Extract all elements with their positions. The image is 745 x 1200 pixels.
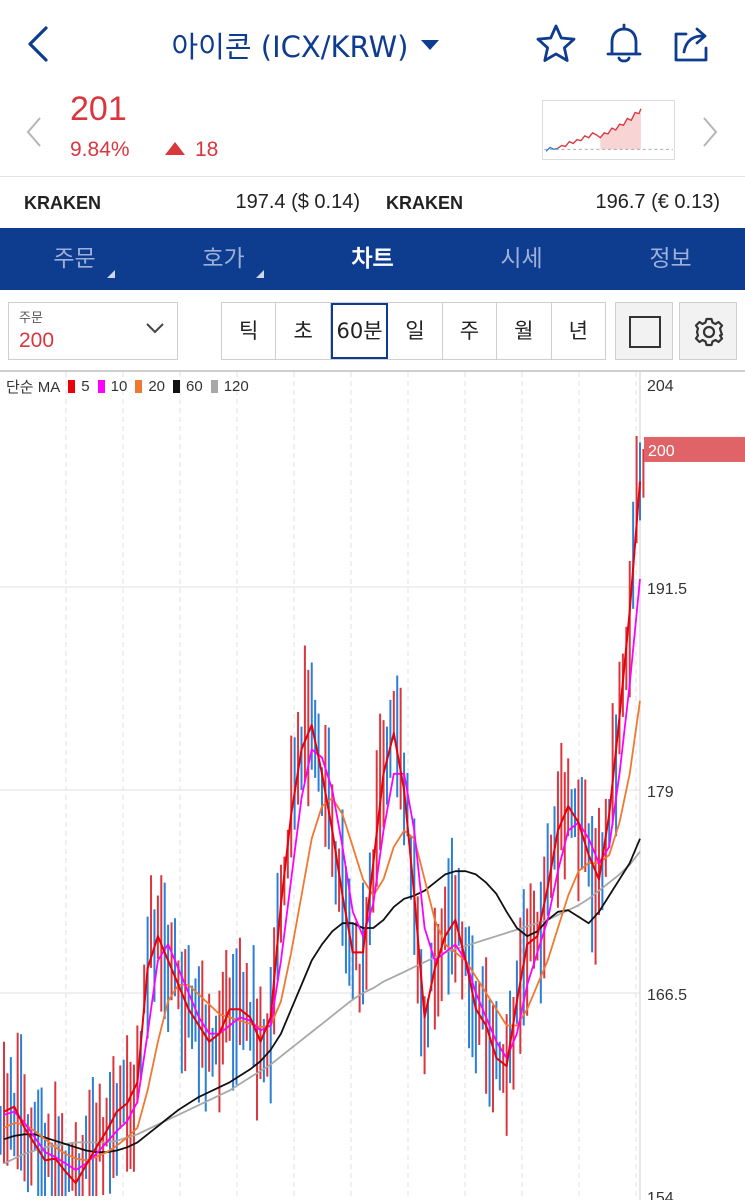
legend-swatch-ma120 bbox=[210, 380, 218, 393]
price-chart[interactable]: 단순 MA 5 10 20 60 120 204 191.5 179 166.5 154… bbox=[0, 370, 745, 1200]
fullscreen-button[interactable] bbox=[615, 302, 673, 360]
current-price-tag-label: 200 bbox=[648, 443, 675, 460]
order-dropdown-label: 주문 bbox=[19, 311, 43, 326]
period-year[interactable]: 년 bbox=[551, 303, 605, 359]
star-icon[interactable] bbox=[534, 22, 578, 66]
market-selector[interactable]: 아이콘 (ICX/KRW) bbox=[150, 22, 460, 68]
legend-label-ma60: 60 bbox=[186, 378, 203, 395]
mini-price-chart bbox=[542, 100, 675, 160]
change-amount-value: 18 bbox=[195, 138, 219, 161]
ma-legend: 단순 MA 5 10 20 60 120 bbox=[6, 376, 249, 397]
order-dropdown[interactable]: 주문 200 bbox=[8, 302, 178, 360]
period-month[interactable]: 월 bbox=[497, 303, 552, 359]
price-summary: 201 9.84% 18 bbox=[0, 90, 745, 176]
period-week[interactable]: 주 bbox=[442, 303, 498, 359]
tab-label: 주문 bbox=[53, 246, 96, 272]
tab-info[interactable]: 정보 bbox=[596, 228, 745, 290]
ma-line-60 bbox=[3, 838, 641, 1154]
main-tabs: 주문 호가 차트 시세 정보 bbox=[0, 228, 745, 290]
ma-line-10 bbox=[3, 578, 641, 1171]
y-tick-label: 191.5 bbox=[647, 581, 687, 598]
back-arrow-icon[interactable] bbox=[18, 22, 58, 66]
exchange-prices: KRAKEN 197.4 ($ 0.14) KRAKEN 196.7 (€ 0.… bbox=[0, 176, 745, 228]
bell-icon[interactable] bbox=[602, 22, 646, 66]
tab-label: 차트 bbox=[351, 246, 394, 272]
y-tick-label: 166.5 bbox=[647, 987, 687, 1004]
current-price: 201 bbox=[70, 90, 127, 128]
caret-down-icon bbox=[420, 40, 439, 50]
tab-label: 호가 bbox=[202, 246, 245, 272]
exchange-price: 197.4 ($ 0.14) bbox=[235, 191, 360, 213]
current-price-tag bbox=[644, 436, 745, 462]
period-selector: 틱 초 60분 일 주 월 년 bbox=[221, 302, 606, 360]
tab-label: 시세 bbox=[500, 246, 543, 272]
gear-icon bbox=[694, 317, 724, 347]
square-icon bbox=[629, 316, 661, 348]
legend-label-ma20: 20 bbox=[148, 378, 165, 395]
tab-chart[interactable]: 차트 bbox=[298, 228, 447, 290]
up-triangle-icon bbox=[165, 142, 185, 155]
chart-canvas: 204 191.5 179 166.5 154 200 bbox=[0, 372, 745, 1200]
legend-swatch-ma20 bbox=[135, 380, 143, 393]
legend-swatch-ma60 bbox=[173, 380, 180, 393]
change-percent: 9.84% bbox=[70, 138, 130, 161]
submenu-corner-icon bbox=[107, 270, 115, 278]
exchange-name: KRAKEN bbox=[24, 193, 102, 213]
y-tick-label: 179 bbox=[647, 784, 674, 801]
period-day[interactable]: 일 bbox=[388, 303, 443, 359]
tab-orderbook[interactable]: 호가 bbox=[149, 228, 298, 290]
order-dropdown-value: 200 bbox=[19, 329, 55, 352]
legend-label-ma120: 120 bbox=[223, 378, 249, 395]
ma-line-20 bbox=[3, 700, 641, 1162]
tab-label: 정보 bbox=[649, 246, 692, 272]
legend-title: 단순 MA bbox=[6, 379, 61, 396]
chart-toolbar: 주문 200 틱 초 60분 일 주 월 년 bbox=[0, 290, 745, 370]
legend-swatch-ma10 bbox=[97, 380, 105, 393]
legend-swatch-ma5 bbox=[68, 380, 76, 393]
y-tick-label: 204 bbox=[647, 378, 674, 395]
page-title: 아이콘 (ICX/KRW) bbox=[171, 30, 409, 64]
period-60min[interactable]: 60분 bbox=[330, 303, 389, 359]
chevron-right-icon[interactable] bbox=[698, 114, 722, 150]
change-amount: 18 bbox=[165, 138, 218, 162]
share-icon[interactable] bbox=[670, 22, 714, 66]
chevron-left-icon[interactable] bbox=[22, 114, 46, 150]
y-tick-label: 154 bbox=[647, 1190, 674, 1200]
period-second[interactable]: 초 bbox=[276, 303, 331, 359]
app-header: 아이콘 (ICX/KRW) bbox=[0, 0, 745, 90]
exchange-price: 196.7 (€ 0.13) bbox=[595, 191, 720, 213]
tab-market-price[interactable]: 시세 bbox=[447, 228, 596, 290]
ma-line-120 bbox=[3, 851, 641, 1165]
chart-settings-button[interactable] bbox=[679, 302, 737, 360]
submenu-corner-icon bbox=[256, 270, 264, 278]
tab-order[interactable]: 주문 bbox=[0, 228, 149, 290]
chevron-down-icon bbox=[146, 323, 164, 334]
legend-label-ma5: 5 bbox=[81, 378, 90, 395]
legend-label-ma10: 10 bbox=[110, 378, 128, 395]
exchange-name: KRAKEN bbox=[386, 193, 464, 213]
period-tick[interactable]: 틱 bbox=[222, 303, 277, 359]
ma-line-5 bbox=[3, 481, 641, 1184]
